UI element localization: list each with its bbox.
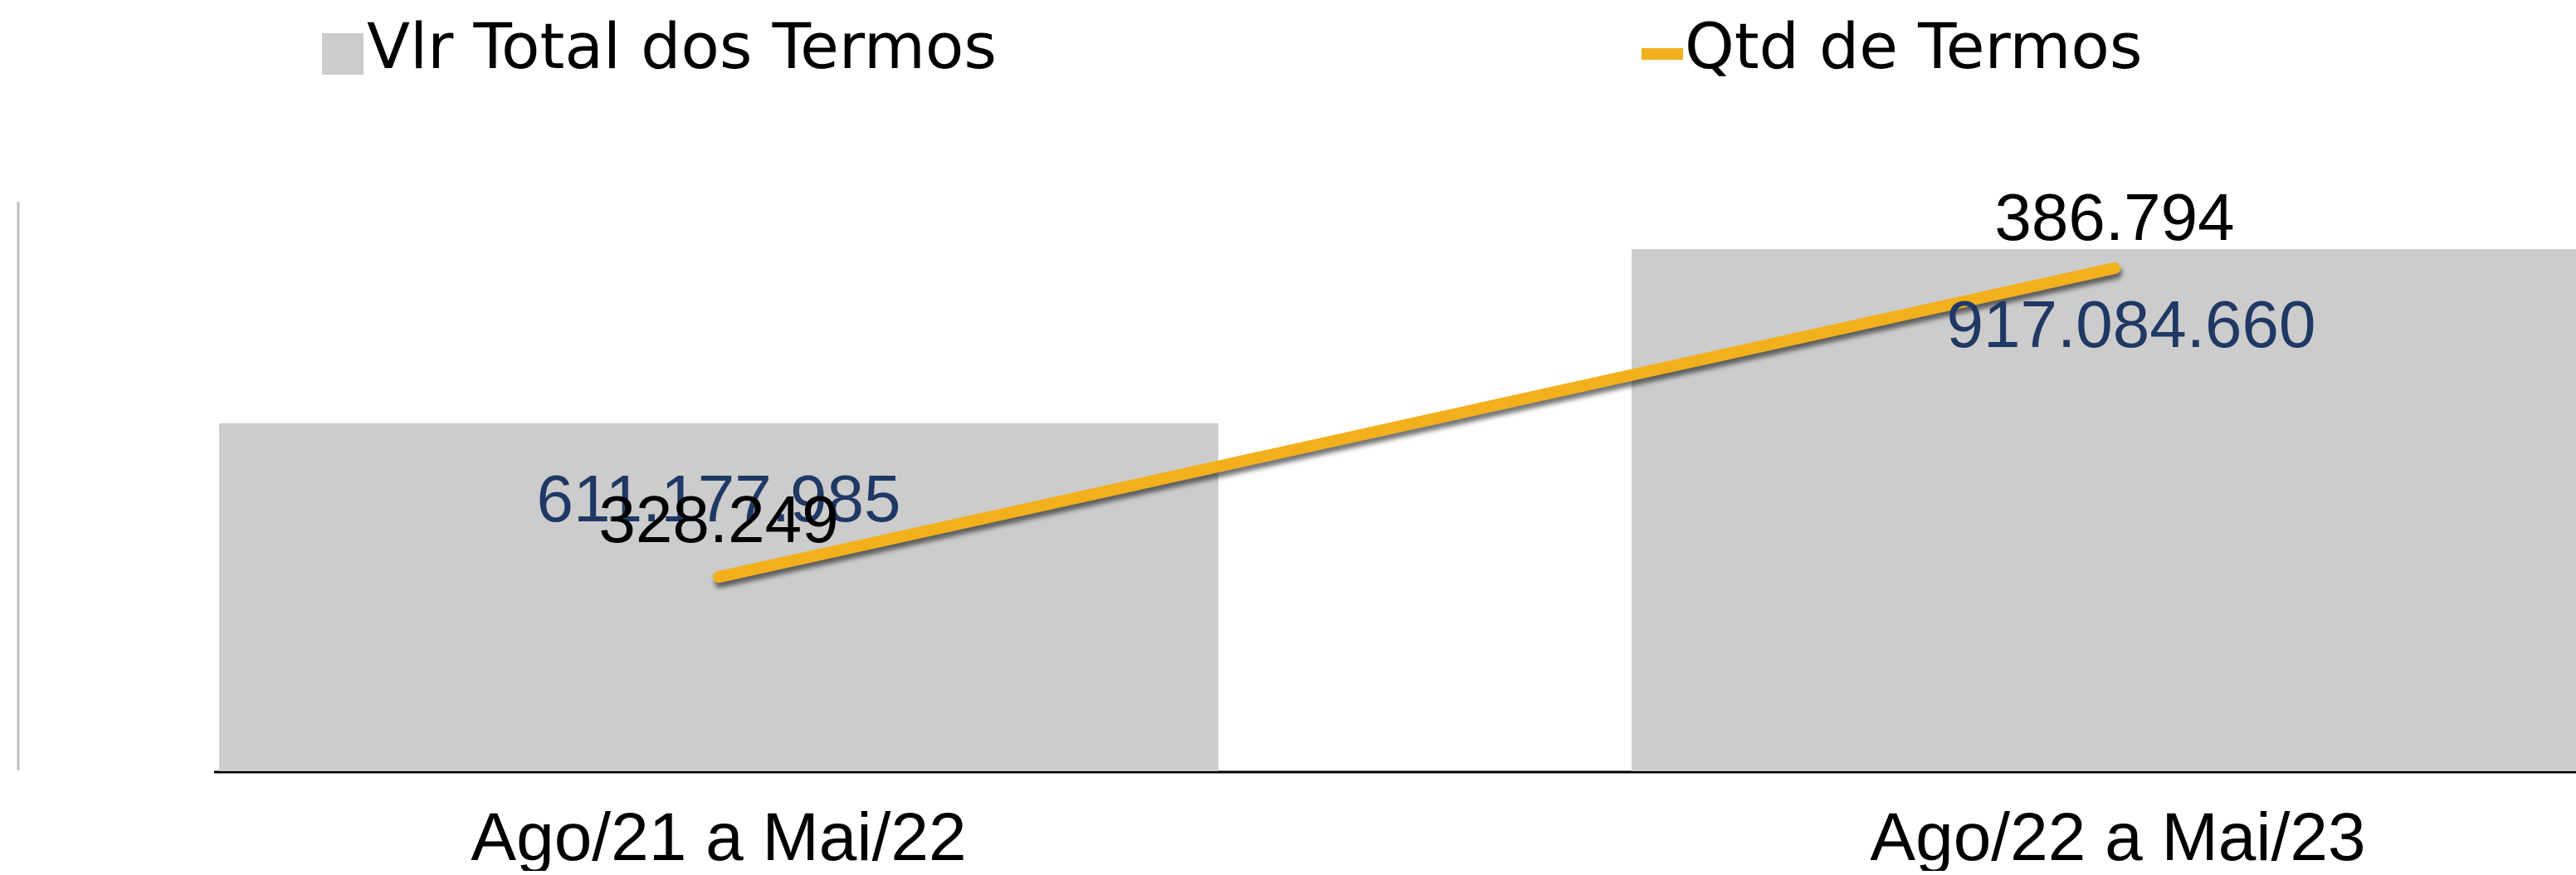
bar-data-label-1: 917.084.660 [1947, 287, 2316, 361]
legend-swatch-line [1642, 48, 1683, 60]
line-data-label-0: 328.249 [598, 482, 838, 556]
legend-item-bar-series: Vlr Total dos Termos [322, 9, 997, 83]
x-tick-label-0: Ago/21 a Mai/22 [471, 799, 966, 871]
line-series [713, 262, 2120, 583]
line-data-label-1: 386.794 [1994, 180, 2234, 254]
bar-0 [219, 423, 1218, 771]
legend-item-line-series: Qtd de Termos [1642, 9, 2142, 83]
legend-swatch-bar [322, 33, 363, 75]
bar-data-label-0: 611.177.985 [537, 462, 901, 535]
legend-label-line-series: Qtd de Termos [1685, 9, 2142, 83]
legend: Vlr Total dos Termos Qtd de Termos [322, 9, 2142, 83]
x-tick-label-1: Ago/22 a Mai/23 [1870, 799, 2365, 871]
legend-label-bar-series: Vlr Total dos Termos [367, 9, 997, 83]
